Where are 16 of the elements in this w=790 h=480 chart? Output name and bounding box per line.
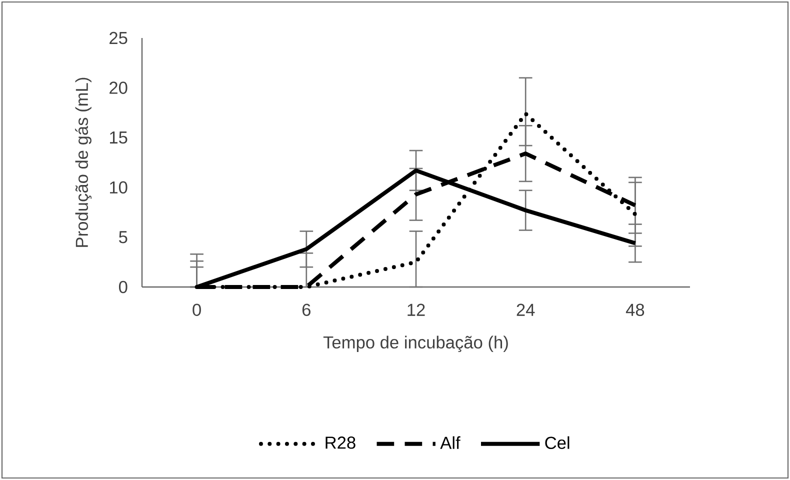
x-axis-title: Tempo de incubação (h): [323, 336, 508, 352]
y-axis-title: Produção de gás (mL): [75, 78, 92, 247]
y-tick-label: 5: [119, 231, 128, 244]
legend-label: Cel: [545, 436, 570, 450]
x-tick-label: 12: [408, 304, 425, 316]
y-tick-label: 25: [110, 32, 128, 44]
x-tick-label: 0: [192, 304, 201, 316]
legend-label: R28: [326, 436, 356, 449]
y-tick-label: 0: [118, 280, 128, 294]
legend-label: Alf: [440, 436, 460, 449]
x-tick-label: 24: [516, 304, 535, 316]
y-tick-label: 10: [110, 181, 128, 194]
y-tick-label: 20: [110, 82, 128, 94]
x-tick-label: 6: [302, 304, 310, 316]
y-tick-label: 15: [110, 132, 128, 144]
x-tick-label: 48: [626, 304, 644, 316]
